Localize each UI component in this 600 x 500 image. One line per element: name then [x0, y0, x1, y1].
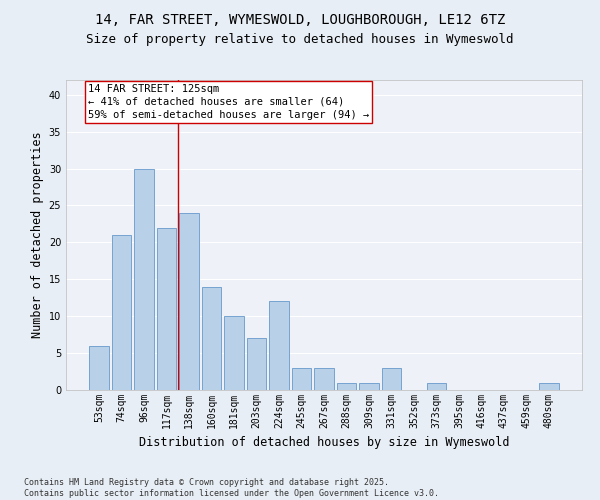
- Text: Size of property relative to detached houses in Wymeswold: Size of property relative to detached ho…: [86, 32, 514, 46]
- Bar: [247, 338, 266, 390]
- Bar: [202, 286, 221, 390]
- Bar: [179, 213, 199, 390]
- Bar: [134, 168, 154, 390]
- Bar: [157, 228, 176, 390]
- Bar: [539, 382, 559, 390]
- Bar: [112, 235, 131, 390]
- Bar: [269, 302, 289, 390]
- X-axis label: Distribution of detached houses by size in Wymeswold: Distribution of detached houses by size …: [139, 436, 509, 450]
- Text: 14, FAR STREET, WYMESWOLD, LOUGHBOROUGH, LE12 6TZ: 14, FAR STREET, WYMESWOLD, LOUGHBOROUGH,…: [95, 12, 505, 26]
- Bar: [224, 316, 244, 390]
- Bar: [337, 382, 356, 390]
- Bar: [314, 368, 334, 390]
- Bar: [427, 382, 446, 390]
- Y-axis label: Number of detached properties: Number of detached properties: [31, 132, 44, 338]
- Text: Contains HM Land Registry data © Crown copyright and database right 2025.
Contai: Contains HM Land Registry data © Crown c…: [24, 478, 439, 498]
- Bar: [382, 368, 401, 390]
- Text: 14 FAR STREET: 125sqm
← 41% of detached houses are smaller (64)
59% of semi-deta: 14 FAR STREET: 125sqm ← 41% of detached …: [88, 84, 369, 120]
- Bar: [359, 382, 379, 390]
- Bar: [292, 368, 311, 390]
- Bar: [89, 346, 109, 390]
